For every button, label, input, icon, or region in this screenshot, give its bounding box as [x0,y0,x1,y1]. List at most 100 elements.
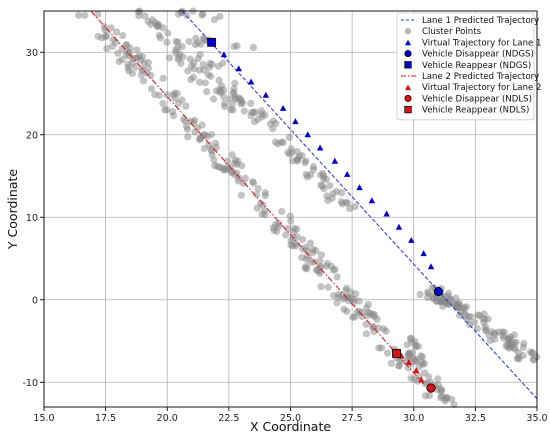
cluster-point [225,95,234,103]
y-axis-ticks: -10 0 10 20 30 [22,48,44,389]
cluster-point [147,85,156,93]
cluster-point [362,330,370,338]
cluster-point [148,16,156,24]
cluster-point [174,38,182,46]
cluster-point [285,133,293,141]
legend-square-swatch [404,105,412,114]
x-tick-label: 32.5 [465,413,486,424]
cluster-point [240,107,248,115]
lane-2-virtual-point [417,376,425,383]
y-tick-label: 10 [26,213,38,224]
cluster-point [480,310,488,318]
cluster-point [249,43,258,52]
cluster-point [421,369,429,377]
cluster-point [220,99,229,107]
cluster-point [210,156,218,164]
x-tick-label: 30.0 [403,413,424,424]
cluster-point [303,173,312,181]
cluster-point [412,358,421,366]
cluster-point [176,50,184,58]
cluster-point [184,133,192,141]
legend-label: Vehicle Disappear (NDGS) [422,50,534,60]
cluster-point [408,349,417,357]
cluster-point [169,112,178,120]
cluster-point [203,87,211,96]
cluster-point [329,266,337,274]
legend-label: Cluster Points [422,27,482,37]
x-axis-ticks: 15.0 17.5 20.0 22.5 25.0 27.5 30.0 32.5 35.0 [33,407,548,424]
cluster-point [343,307,351,315]
cluster-point [128,59,136,67]
cluster-point [362,304,371,312]
x-axis-title: X Coordinate [250,419,331,434]
lane-1-virtual-point [395,223,403,230]
cluster-point [159,74,167,82]
legend-triangle-swatch [404,84,412,91]
cluster-point [194,54,202,63]
cluster-point [187,62,196,70]
cluster-point [486,336,494,345]
cluster-point [102,32,111,40]
cluster-point [234,177,242,185]
cluster-point [284,224,292,232]
cluster-point [441,299,450,307]
cluster-point [208,60,216,69]
ndgs-reappear-marker [207,37,217,47]
cluster-point [282,231,290,239]
cluster-point [128,69,137,78]
cluster-point [500,328,509,336]
cluster-point [252,191,261,199]
cluster-point [317,282,325,291]
cluster-point [178,43,186,51]
cluster-point [519,343,527,351]
cluster-point [306,239,315,247]
legend-label: Virtual Trajectory for Lane 2 [422,83,542,93]
cluster-point [420,360,429,368]
cluster-point [323,259,331,268]
cluster-point [233,169,241,177]
cluster-point [286,212,294,220]
cluster-point [278,207,286,216]
legend-triangle-swatch [404,39,412,46]
cluster-point [181,117,189,125]
cluster-point [302,243,310,251]
cluster-point [216,12,224,21]
cluster-point [135,12,143,20]
cluster-point [266,120,275,128]
cluster-point [346,204,354,213]
cluster-point [512,338,520,346]
cluster-point [241,174,249,182]
lane-1-virtual-point [247,78,255,85]
ndgs-disappear-marker [433,286,443,297]
x-tick-label: 20.0 [157,413,178,424]
lane-2-trajectory-line [90,10,424,385]
cluster-point [94,32,102,41]
cluster-point [298,235,307,244]
legend-label: Virtual Trajectory for Lane 1 [422,38,542,48]
lane-1-virtual-point [220,51,228,58]
cluster-point [350,298,358,307]
cluster-point [118,45,126,53]
x-tick-label: 17.5 [95,413,116,424]
cluster-point [247,99,255,108]
cluster-point [473,325,482,333]
cluster-point [425,391,434,399]
y-tick-label: -10 [22,378,38,389]
cluster-point [438,386,446,395]
lane-2-virtual-point [405,359,413,365]
cluster-point [298,253,306,262]
cluster-point [209,95,218,103]
cluster-point [373,315,381,323]
cluster-point [362,320,370,328]
cluster-point [230,90,238,98]
cluster-point [201,79,209,87]
cluster-point [208,147,216,155]
cluster-point [228,151,236,159]
cluster-point [156,34,165,42]
cluster-point [317,251,326,259]
cluster-point [185,37,193,46]
cluster-point [514,353,523,361]
cluster-point [326,182,334,190]
cluster-point [159,24,167,32]
